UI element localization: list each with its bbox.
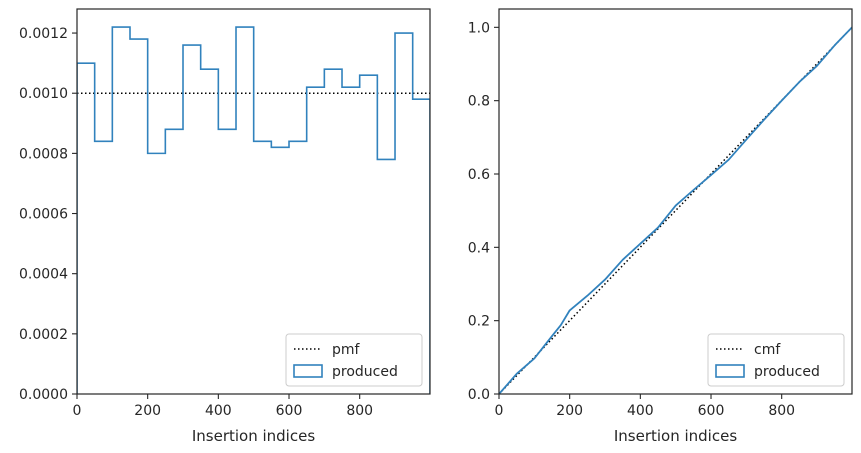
panel-1-legend-label-pmf: pmf (332, 342, 361, 358)
panel-2-x-tick-label: 200 (556, 403, 583, 419)
panel-2-series-produced-curve (499, 26, 852, 394)
panel-2-y-tick-label: 0.0 (468, 387, 490, 403)
panel-2-y-tick-label: 1.0 (468, 20, 490, 36)
panel-1-x-tick-label: 0 (73, 403, 82, 419)
panel-1-legend-box (285, 333, 423, 387)
panel-1-y-tick-label: 0.0010 (19, 86, 68, 102)
panel-1-y-tick-label: 0.0000 (19, 387, 68, 403)
panel-2-x-axis-label: Insertion indices (614, 427, 737, 445)
panel-1-y-tick-label: 0.0006 (19, 207, 68, 223)
panel-1-x-tick-label: 200 (134, 403, 161, 419)
panel-2-legend-label-produced: produced (754, 364, 820, 380)
panel-2-axes-frame (498, 8, 853, 395)
panel-1-x-tick-label: 400 (205, 403, 232, 419)
panel-2-legend-swatch-produced (715, 364, 745, 378)
panel-1-legend-swatch-produced (293, 364, 323, 378)
panel-1-legend-label-produced: produced (332, 364, 398, 380)
panel-2-y-tick-label: 0.2 (468, 314, 490, 330)
panel-2-y-tick-label: 0.8 (468, 94, 490, 110)
panel-2-x-tick-label: 400 (627, 403, 654, 419)
panel-1-x-tick-label: 800 (346, 403, 373, 419)
panel-2-y-tick-label: 0.6 (468, 167, 490, 183)
panel-1-x-tick-label: 600 (276, 403, 303, 419)
panel-2-x-tick-label: 600 (698, 403, 725, 419)
panel-2-legend-box (707, 333, 845, 387)
panel-1-y-tick-label: 0.0012 (19, 26, 68, 42)
panel-1-y-tick-label: 0.0004 (19, 267, 68, 283)
panel-1-axes-frame (76, 8, 431, 395)
panel-2-y-tick-label: 0.4 (468, 240, 490, 256)
panel-2-legend-label-cmf: cmf (754, 342, 781, 358)
panel-1-y-tick-label: 0.0008 (19, 146, 68, 162)
panel-2-x-tick-label: 0 (495, 403, 504, 419)
panel-1-x-axis-label: Insertion indices (192, 427, 315, 445)
panel-1-series-produced-histogram (77, 26, 430, 394)
panel-1-y-tick-label: 0.0002 (19, 327, 68, 343)
panel-2-x-tick-label: 800 (768, 403, 795, 419)
